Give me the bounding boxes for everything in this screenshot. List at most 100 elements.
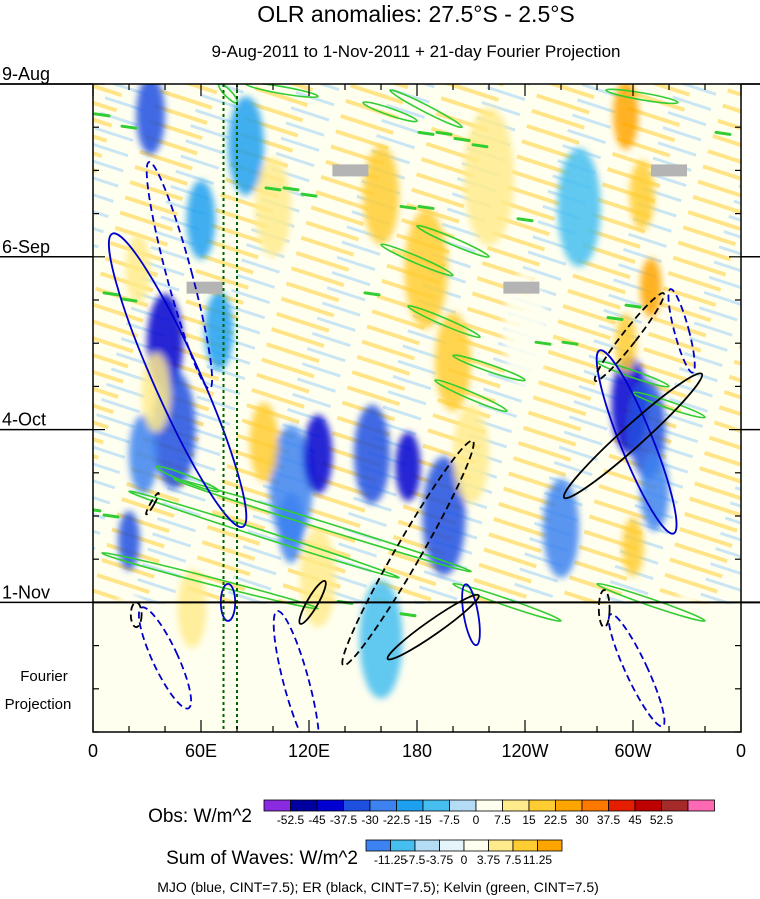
kelvin-fragment-18 (561, 340, 579, 346)
kelvin-contour-12 (452, 582, 562, 623)
plot-field (93, 84, 741, 732)
anomaly-blob-15 (613, 84, 639, 150)
colorbar-box-1 (390, 839, 416, 852)
colorbar-box-14 (634, 799, 662, 812)
mjo-contour-0 (108, 232, 248, 529)
kelvin-contour-7 (452, 354, 526, 382)
kelvin-contour-4 (416, 224, 490, 258)
er-contour-7 (145, 492, 160, 516)
colorbar-box-9 (502, 799, 530, 812)
kelvin-fragment-11 (516, 217, 534, 223)
colorbar-label: -15 (414, 813, 432, 827)
colorbar-label: 0 (473, 813, 480, 827)
colorbar-box-0 (365, 839, 391, 852)
colorbar-label: 0 (461, 853, 468, 867)
waves-colorbar-label: Sum of Waves: W/m^2 (166, 848, 358, 869)
colorbar-label: -22.5 (383, 813, 411, 827)
kelvin-contour-9 (101, 552, 319, 610)
x-tick-label: 120E (288, 741, 330, 761)
kelvin-fragment-15 (624, 303, 642, 309)
colorbar-box-1 (290, 799, 318, 812)
kelvin-fragment-19 (714, 130, 732, 136)
colorbar-label: 30 (575, 813, 589, 827)
kelvin-contours (93, 84, 732, 623)
colorbar-label: -45 (308, 813, 326, 827)
anomaly-blob-12 (395, 432, 421, 502)
anomaly-blob-8 (543, 478, 579, 578)
mjo-contour-3 (667, 288, 696, 374)
anomaly-blob-31 (503, 271, 547, 391)
kelvin-contour-2 (362, 101, 418, 123)
colorbar-box-3 (343, 799, 371, 812)
kelvin-fragment-4 (453, 137, 471, 143)
anomaly-blob-0 (136, 84, 165, 155)
anomaly-blob-24 (255, 158, 291, 257)
colorbar-box-5 (488, 839, 514, 852)
colorbar-label: -30 (361, 813, 379, 827)
chart-subtitle: 9-Aug-2011 to 1-Nov-2011 + 21-day Fourie… (211, 42, 620, 61)
obs-colorbar-label: Obs: W/m^2 (148, 806, 252, 827)
kelvin-fragment-0 (93, 112, 111, 118)
anomaly-blob-20 (404, 209, 448, 329)
colorbar-box-6 (512, 839, 538, 852)
kelvin-contour-5 (380, 243, 454, 277)
er-contour-4 (298, 579, 327, 625)
colorbar-box-4 (463, 839, 489, 852)
mjo-contour-6 (272, 610, 321, 732)
kelvin-fragment-6 (264, 186, 282, 192)
projection-label-line1: Fourier (20, 668, 68, 685)
anomaly-blob-29 (177, 569, 207, 649)
anomaly-blob-28 (300, 528, 336, 628)
colorbar-box-12 (581, 799, 609, 812)
kelvin-contour-6 (407, 305, 481, 339)
kelvin-fragment-9 (399, 204, 417, 210)
anomaly-blob-36 (517, 601, 569, 732)
y-tick-label: 1-Nov (2, 582, 50, 602)
colorbar-box-7 (537, 839, 563, 852)
colorbar-label: 7.5 (494, 813, 511, 827)
er-contour-6 (597, 589, 611, 628)
anomaly-blob-6 (354, 404, 390, 504)
kelvin-fragment-5 (471, 143, 489, 149)
kelvin-contour-10 (173, 478, 472, 573)
anomaly-blob-38 (111, 590, 147, 689)
colorbar-label: 52.5 (650, 813, 674, 827)
anomaly-blob-3 (129, 414, 158, 494)
x-tick-label: 120W (501, 741, 548, 761)
kelvin-fragment-2 (417, 130, 435, 136)
colorbar-label: 45 (628, 813, 642, 827)
anomaly-blob-27 (125, 234, 151, 304)
x-tick-label: 180 (402, 741, 432, 761)
colorbar-label: 15 (522, 813, 536, 827)
y-tick-label: 4-Oct (2, 410, 46, 430)
mjo-contour-2 (595, 349, 678, 535)
x-axis: 0 60E 120E 180 120W 60W 0 (88, 84, 746, 761)
colorbar-box-11 (555, 799, 583, 812)
colorbar-box-2 (316, 799, 344, 812)
chart-title: OLR anomalies: 27.5°S - 2.5°S (257, 1, 575, 27)
anomaly-blob-19 (622, 517, 644, 577)
y-axis: 9-Aug 6-Sep 4-Oct 1-Nov (0, 64, 760, 733)
colorbar-box-10 (528, 799, 556, 812)
kelvin-fragment-1 (120, 124, 138, 130)
anomaly-blob-16 (629, 160, 655, 230)
mjo-contour-1 (145, 161, 213, 390)
x-tick-label: 0 (736, 741, 746, 761)
kelvin-contour-0 (245, 84, 319, 99)
colorbar-box-0 (263, 799, 291, 812)
kelvin-fragment-22 (93, 508, 102, 513)
colorbar-box-2 (414, 839, 440, 852)
anomaly-blob-34 (204, 291, 234, 371)
er-contour-2 (593, 292, 665, 382)
kelvin-contour-1 (389, 89, 463, 129)
anomaly-blob-37 (669, 590, 705, 689)
y-tick-label: 9-Aug (2, 64, 50, 84)
colorbar-box-8 (475, 799, 503, 812)
anomaly-blob-5 (303, 414, 333, 494)
kelvin-fragment-14 (363, 291, 381, 297)
colorbar-label: -52.5 (277, 813, 305, 827)
kelvin-contour-3 (605, 88, 679, 105)
x-tick-label: 0 (88, 741, 98, 761)
colorbar-label: -37.5 (330, 813, 358, 827)
colorbar-box-16 (687, 799, 715, 812)
